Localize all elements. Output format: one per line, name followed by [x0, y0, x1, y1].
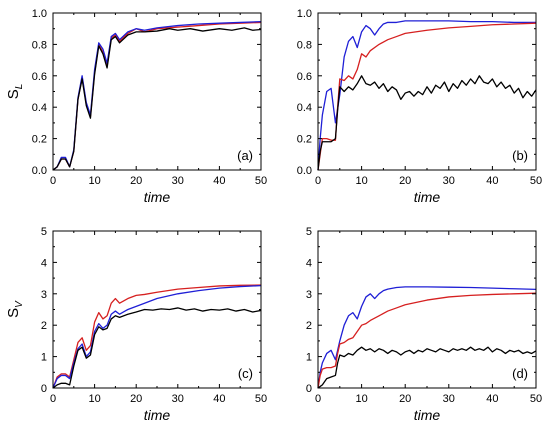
x-tick-label: 20	[130, 393, 142, 405]
y-tick-label: 0.6	[32, 71, 47, 83]
y-tick-label: 0.2	[32, 134, 47, 146]
y-tick-label: 0.4	[32, 102, 47, 114]
x-tick-label: 30	[443, 175, 455, 187]
y-tick-label: 3	[306, 289, 312, 301]
x-tick-label: 0	[50, 393, 56, 405]
series-line-3	[52, 27, 262, 171]
x-tick-label: 40	[213, 393, 225, 405]
x-tick-label: 30	[172, 393, 184, 405]
series-line-2	[52, 284, 262, 389]
x-axis-title: time	[144, 407, 171, 423]
series-line-2	[317, 22, 537, 171]
x-tick-label: 10	[88, 175, 100, 187]
x-tick-label: 20	[130, 175, 142, 187]
axis-frame	[317, 12, 537, 171]
panel-label: (b)	[512, 148, 528, 163]
axis-frame	[317, 230, 537, 389]
y-tick-label: 0.8	[297, 39, 312, 51]
panel-2: 0 10 20 30 40 50 0.0 0.2 0.4 0.6 0.8 1.0 time (b)	[297, 8, 542, 205]
x-tick-label: 20	[399, 393, 411, 405]
y-axis-title: SL	[5, 84, 25, 100]
y-tick-label: 2	[306, 320, 312, 332]
series-line-1	[317, 286, 537, 389]
x-tick-label: 20	[399, 175, 411, 187]
panel-label: (c)	[238, 366, 253, 381]
series-line-1	[317, 20, 536, 171]
x-axis-title: time	[144, 189, 171, 205]
series-line-3	[317, 75, 537, 171]
panel-label: (d)	[512, 366, 528, 381]
y-tick-label: 5	[41, 226, 47, 238]
panel-label: (a)	[237, 148, 253, 163]
y-axis-title-main: S	[5, 89, 22, 99]
y-tick-label: 1.0	[297, 8, 312, 20]
y-axis-title: SV	[5, 300, 25, 318]
panel-4: 0 10 20 30 40 50 0 1 2 3 4 5 time (d)	[306, 226, 542, 423]
y-tick-label: 5	[306, 226, 312, 238]
x-tick-label: 50	[530, 175, 542, 187]
x-tick-label: 30	[443, 393, 455, 405]
x-tick-label: 10	[88, 393, 100, 405]
y-tick-label: 2	[41, 320, 47, 332]
y-tick-label: 0	[41, 383, 47, 395]
x-tick-label: 10	[355, 175, 367, 187]
x-tick-label: 30	[172, 175, 184, 187]
x-tick-label: 40	[486, 393, 498, 405]
y-tick-label: 0	[306, 383, 312, 395]
panel-3: 0 10 20 30 40 50 0 1 2 3 4 5 time SV (c)	[5, 226, 267, 423]
y-tick-label: 0.0	[32, 165, 47, 177]
x-tick-label: 0	[50, 175, 56, 187]
series-line-2	[317, 292, 537, 389]
panel-1: 0 10 20 30 40 50 0.0 0.2 0.4 0.6 0.8 1.0 time SL (a)	[5, 8, 267, 205]
y-tick-label: 4	[306, 257, 312, 269]
y-axis-title-subscript: V	[14, 300, 25, 308]
y-tick-label: 0.8	[32, 39, 47, 51]
x-tick-label: 50	[530, 393, 542, 405]
x-tick-label: 40	[486, 175, 498, 187]
y-tick-label: 3	[41, 289, 47, 301]
y-axis-title-subscript: L	[14, 84, 25, 90]
x-tick-label: 50	[255, 175, 267, 187]
series-line-1	[52, 284, 262, 389]
y-tick-label: 4	[41, 257, 47, 269]
y-tick-label: 1.0	[32, 8, 47, 20]
y-tick-label: 0.4	[297, 102, 312, 114]
x-tick-label: 0	[315, 175, 321, 187]
x-tick-label: 10	[355, 393, 367, 405]
x-tick-label: 0	[315, 393, 321, 405]
y-tick-label: 0.0	[297, 165, 312, 177]
y-tick-label: 1	[306, 352, 312, 364]
series-line-3	[317, 346, 537, 389]
series-line-3	[52, 307, 262, 389]
x-axis-title: time	[414, 407, 441, 423]
y-axis-title-main: S	[5, 308, 22, 318]
x-axis-title: time	[414, 189, 441, 205]
y-tick-label: 0.6	[297, 71, 312, 83]
y-tick-label: 0.2	[297, 134, 312, 146]
x-tick-label: 40	[213, 175, 225, 187]
x-tick-label: 50	[255, 393, 267, 405]
y-tick-label: 1	[41, 352, 47, 364]
